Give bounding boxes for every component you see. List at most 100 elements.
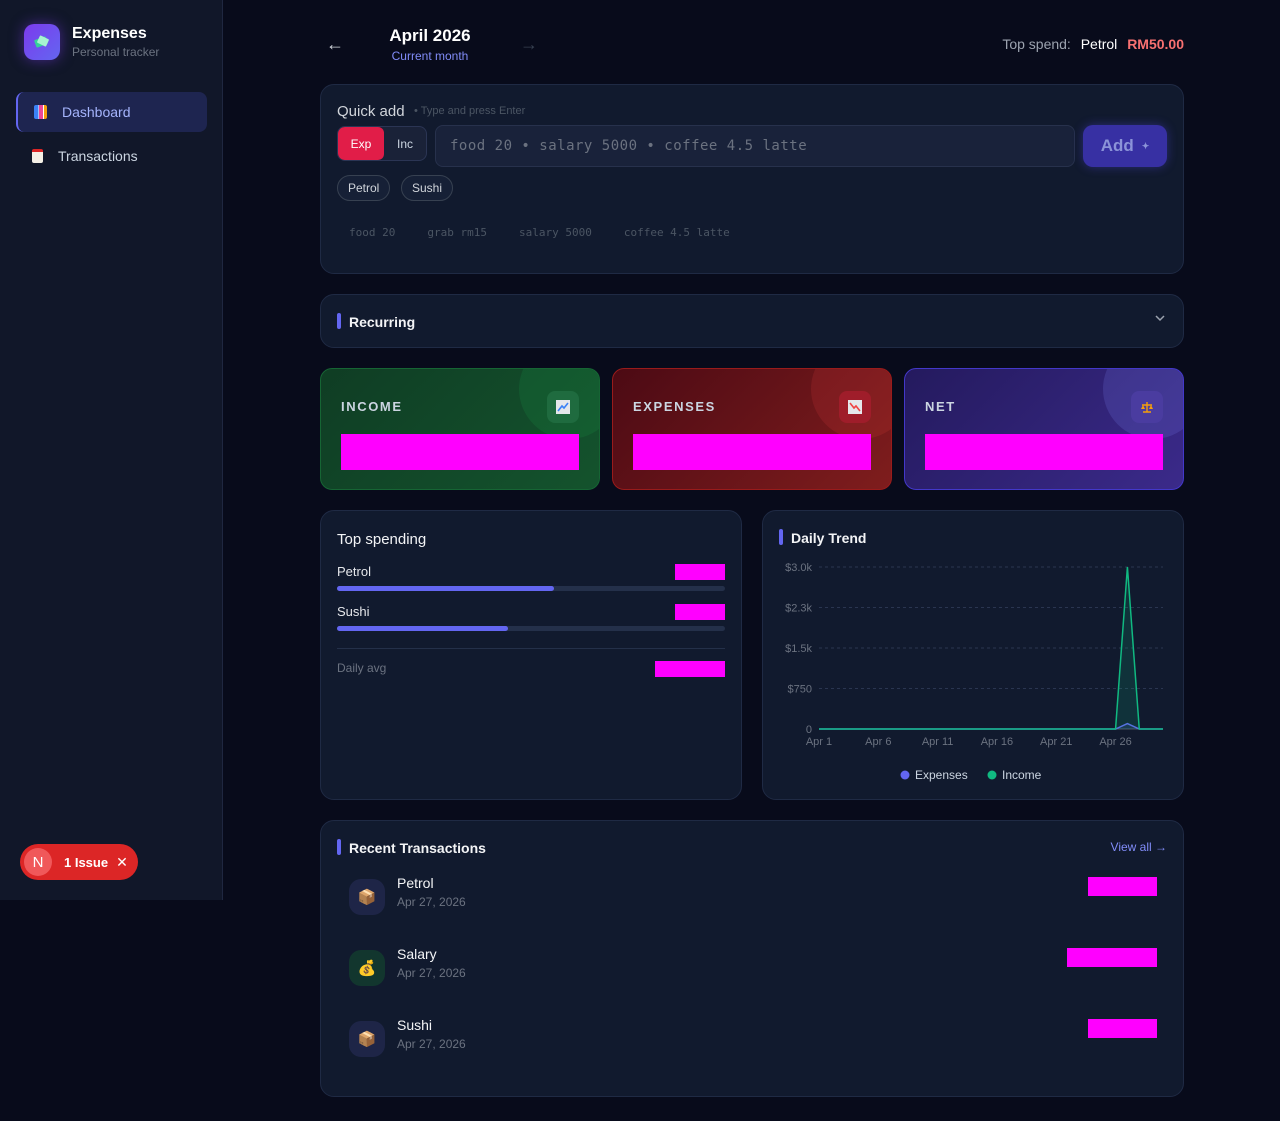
daily-avg-value (655, 661, 725, 677)
series-area (819, 723, 1163, 729)
y-tick-label: $2.3k (785, 603, 812, 615)
transaction-date: Apr 27, 2026 (397, 895, 466, 909)
transaction-name: Salary (397, 946, 437, 962)
x-tick-label: Apr 21 (1040, 736, 1072, 748)
app-logo-icon (24, 24, 60, 60)
type-toggle: Exp Inc (337, 126, 427, 161)
x-tick-label: Apr 26 (1099, 736, 1131, 748)
issue-badge[interactable]: N 1 Issue ✕ (20, 844, 138, 880)
top-spend-name: Petrol (1080, 36, 1118, 52)
legend-marker (900, 770, 910, 780)
next-month-button[interactable]: → (520, 34, 538, 54)
package-icon: 📦 (349, 1021, 385, 1057)
close-icon[interactable]: ✕ (116, 853, 128, 870)
quick-add-hint: • Type and press Enter (414, 105, 526, 117)
series-area (819, 567, 1163, 729)
net-value (925, 434, 1163, 470)
transaction-row[interactable]: 💰 Salary Apr 27, 2026 (349, 940, 1157, 996)
transaction-row[interactable]: 📦 Petrol Apr 27, 2026 (349, 869, 1157, 925)
spending-name: Petrol (337, 564, 371, 579)
spending-amount (675, 564, 725, 580)
legend-label: Income (1002, 768, 1042, 782)
x-tick-label: Apr 16 (981, 736, 1013, 748)
transaction-amount (1088, 877, 1157, 896)
x-tick-label: Apr 11 (922, 736, 954, 748)
chart-up-icon (547, 391, 579, 423)
x-tick-label: Apr 6 (865, 736, 891, 748)
sidebar-item-dashboard[interactable]: Dashboard (16, 92, 207, 132)
sidebar: Expenses Personal tracker Dashboard Tran… (0, 0, 223, 900)
sidebar-nav: Dashboard Transactions (16, 92, 207, 180)
spending-bar (337, 586, 555, 591)
net-label: NET (925, 399, 956, 414)
next-logo-icon: N (24, 848, 52, 876)
y-tick-label: 0 (806, 724, 812, 736)
divider (337, 648, 725, 649)
legend-label: Expenses (915, 768, 968, 782)
view-all-link[interactable]: View all → (1110, 840, 1167, 854)
quick-add-input[interactable]: food 20 • salary 5000 • coffee 4.5 latte (435, 125, 1075, 167)
recent-title: Recent Transactions (349, 840, 486, 856)
chart-down-icon (839, 391, 871, 423)
transaction-name: Sushi (397, 1017, 433, 1033)
recent-transactions-card: Recent Transactions View all → 📦 Petrol … (320, 820, 1184, 1097)
chart-title: Daily Trend (791, 530, 867, 546)
add-button-label: Add (1100, 136, 1134, 155)
example-text[interactable]: coffee 4.5 latte (623, 226, 730, 239)
transaction-date: Apr 27, 2026 (397, 1037, 466, 1051)
balance-scale-icon (1131, 391, 1163, 423)
app-title: Expenses (72, 25, 147, 42)
package-icon: 📦 (349, 879, 385, 915)
income-card: INCOME (320, 368, 600, 490)
legend-marker (987, 770, 997, 780)
spending-name: Sushi (337, 604, 370, 619)
series-line-income (819, 566, 1163, 730)
transaction-amount (1088, 1019, 1157, 1038)
sidebar-item-label: Dashboard (62, 104, 131, 120)
prev-month-button[interactable]: ← (326, 34, 344, 54)
brand[interactable]: Expenses Personal tracker (24, 24, 159, 60)
income-toggle-button[interactable]: Inc (396, 136, 413, 151)
chevron-down-icon[interactable] (1153, 311, 1167, 325)
example-text[interactable]: salary 5000 (518, 226, 592, 239)
y-tick-label: $750 (788, 684, 812, 696)
chip-sushi[interactable]: Sushi (401, 175, 454, 201)
spending-bar (337, 626, 508, 631)
month-subtitle: Current month (391, 49, 469, 63)
daily-avg-label: Daily avg (337, 661, 387, 675)
add-button[interactable]: Add ✦ (1083, 125, 1167, 167)
y-tick-label: $1.5k (785, 643, 812, 655)
top-spending-card: Top spending Petrol Sushi Daily avg (320, 510, 742, 800)
quick-add-title: Quick add (337, 103, 405, 120)
recurring-title: Recurring (349, 314, 416, 330)
income-label: INCOME (341, 399, 403, 414)
net-card: NET (904, 368, 1184, 490)
top-spend-label: Top spend: (1002, 36, 1071, 52)
app-subtitle: Personal tracker (72, 45, 160, 59)
top-spend: Top spend: Petrol RM50.00 (1002, 36, 1184, 52)
money-bag-icon: 💰 (349, 950, 385, 986)
transaction-date: Apr 27, 2026 (397, 966, 466, 980)
month-header: ← April 2026 Current month → Top spend: … (320, 20, 1184, 70)
bar-chart-icon (34, 105, 47, 119)
transaction-row[interactable]: 📦 Sushi Apr 27, 2026 (349, 1011, 1157, 1067)
receipt-icon (32, 149, 43, 163)
issue-label: 1 Issue (64, 854, 109, 870)
daily-trend-card: Daily Trend $3.0k $2.3k $1.5k $750 0 Apr 1 Apr… (762, 510, 1184, 800)
quick-add-examples: food 20 grab rm15 salary 5000 coffee 4.5… (349, 226, 762, 239)
expense-toggle-button[interactable]: Exp (338, 127, 384, 160)
series-line-expenses (819, 722, 1163, 730)
x-tick-label: Apr 1 (806, 736, 832, 748)
example-text[interactable]: food 20 (349, 226, 396, 239)
sidebar-item-transactions[interactable]: Transactions (16, 136, 207, 176)
expenses-value (633, 434, 871, 470)
sidebar-item-label: Transactions (58, 148, 138, 164)
example-text[interactable]: grab rm15 (427, 226, 487, 239)
quick-add-card: Quick add • Type and press Enter Exp Inc… (320, 84, 1184, 274)
sparkle-icon: ✦ (1141, 140, 1150, 151)
chip-petrol[interactable]: Petrol (337, 175, 391, 201)
top-spend-amount: RM50.00 (1127, 36, 1184, 52)
recurring-section[interactable]: Recurring (320, 294, 1184, 348)
expenses-card: EXPENSES (612, 368, 892, 490)
